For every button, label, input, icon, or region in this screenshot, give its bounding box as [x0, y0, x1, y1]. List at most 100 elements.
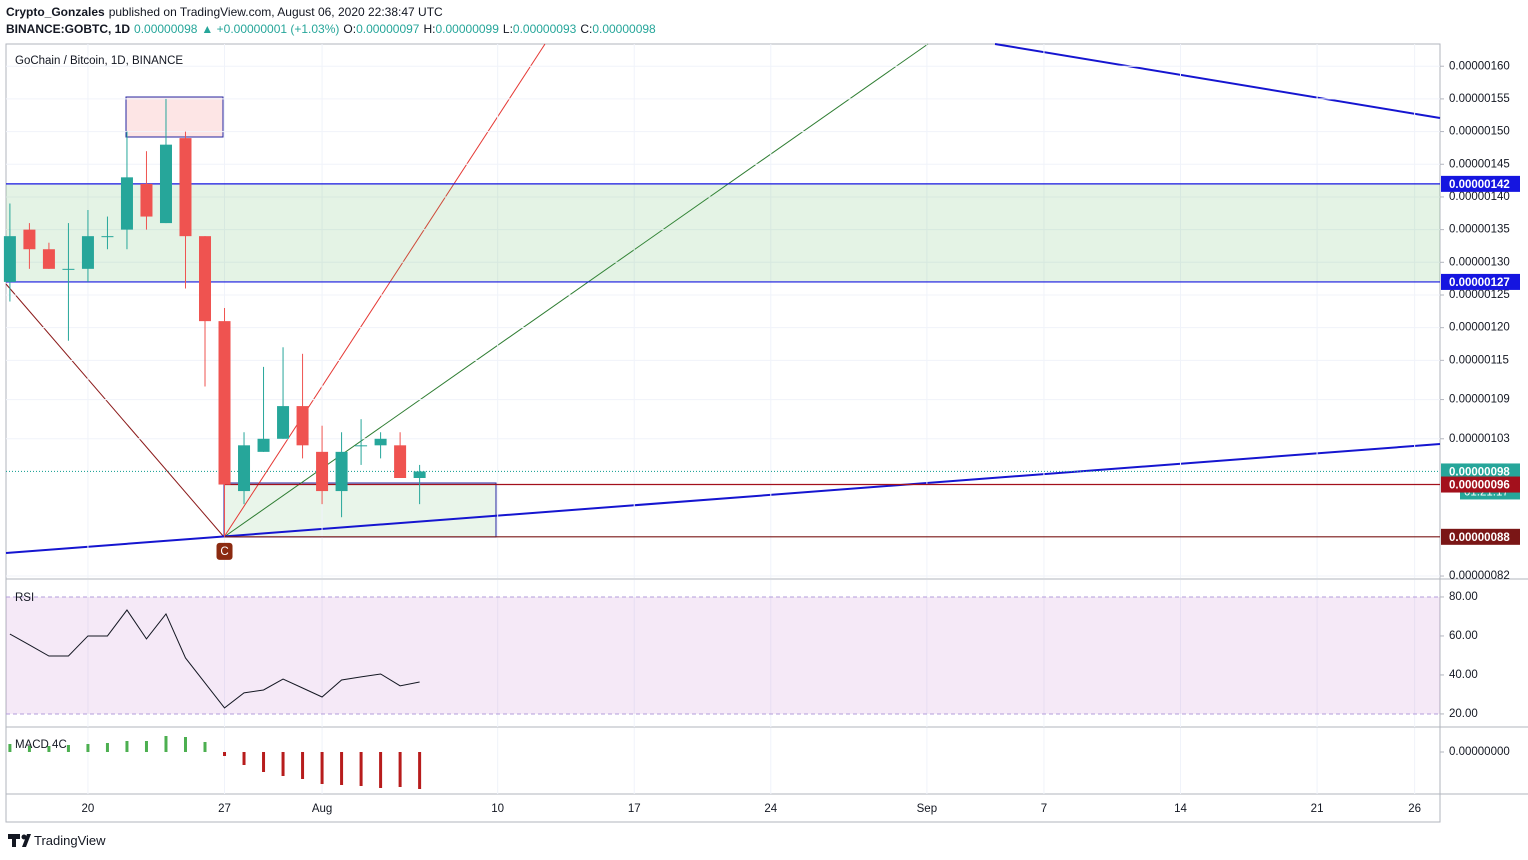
macd-bar	[66, 745, 70, 752]
published: published on TradingView.com, August 06,…	[108, 5, 443, 19]
macd-bar	[301, 752, 305, 779]
x-tick-label: Sep	[917, 803, 937, 815]
price-label: 0.00000098	[1449, 466, 1510, 478]
x-tick-label: 27	[218, 803, 231, 815]
annotation: C	[220, 546, 228, 558]
macd-bar	[418, 752, 422, 789]
change: ▲ +0.00000001 (+1.03%)	[201, 22, 340, 36]
tradingview-logo	[8, 834, 31, 847]
y-tick-label: 0.00000109	[1449, 394, 1510, 406]
last-price: 0.00000098	[134, 22, 198, 36]
ohlc-value: 0.00000098	[592, 22, 656, 36]
macd-bar	[242, 752, 246, 765]
y-tick-label: 0.00000160	[1449, 60, 1510, 72]
macd-bar	[47, 746, 51, 752]
y-tick-label: 0.00000082	[1449, 570, 1510, 582]
annotation-bg	[216, 542, 233, 560]
macd-bar	[183, 737, 187, 752]
trend-line	[5, 283, 225, 538]
header-line-1: Crypto_Gonzales published on TradingView.…	[6, 4, 656, 21]
candle-body	[374, 438, 387, 446]
macd-bar	[340, 752, 344, 785]
x-tick-label: 10	[491, 803, 504, 815]
candle-body	[42, 249, 55, 269]
y-tick-label: 0.00000135	[1449, 224, 1510, 236]
macd-legend: MACD 4C	[15, 739, 67, 751]
macd-bar	[144, 741, 148, 752]
x-tick-label: Aug	[312, 803, 332, 815]
y-tick-label: 0.00000125	[1449, 289, 1510, 301]
y-tick-label: 0.00000155	[1449, 93, 1510, 105]
y-tick-label: 0.00000150	[1449, 126, 1510, 138]
price-label: 0.00000142	[1449, 179, 1510, 191]
price-label: 0.00000096	[1449, 480, 1510, 492]
ohlc-key: L:	[502, 22, 513, 36]
header-line-2: BINANCE:GOBTC, 1D 0.00000098 ▲ +0.00000001…	[6, 21, 656, 38]
rsi-band	[6, 596, 1440, 714]
macd-bar	[398, 752, 402, 787]
y-tick-label: 0.00000115	[1449, 354, 1509, 366]
y-tick-label: 0.00000103	[1449, 433, 1510, 445]
ohlc-value: 0.00000097	[356, 22, 420, 36]
x-tick-label: 17	[628, 803, 641, 815]
price-label: 0.00000127	[1449, 277, 1510, 289]
x-tick-label: 21	[1311, 803, 1324, 815]
candle-body	[218, 321, 231, 485]
y-tick-label: 60.00	[1449, 630, 1478, 642]
x-tick-label: 7	[1041, 803, 1047, 815]
candle-body	[238, 445, 251, 492]
candle-body	[296, 406, 309, 446]
ohlc-key: O:	[343, 22, 357, 36]
rectangle	[125, 96, 224, 138]
macd-bar	[379, 752, 383, 788]
candle-body	[23, 229, 36, 250]
y-tick-label: 0.00000140	[1449, 191, 1510, 203]
footer: TradingView	[34, 833, 106, 848]
macd-bar	[86, 744, 90, 752]
macd-bar	[359, 752, 363, 786]
candle-body	[159, 144, 172, 224]
candle-body	[81, 236, 94, 269]
macd-bar	[8, 744, 12, 752]
macd-bar	[320, 752, 324, 784]
macd-bar	[223, 752, 227, 756]
price-label-bg	[1441, 528, 1520, 545]
y-tick-label: 0.00000120	[1449, 322, 1510, 334]
x-tick-label: 20	[82, 803, 95, 815]
trend-line	[5, 443, 1441, 554]
candle-body	[355, 445, 368, 447]
drawings	[5, 43, 1441, 554]
symbol: BINANCE:GOBTC, 1D	[6, 22, 131, 36]
candle-body	[394, 445, 407, 478]
ohlc-value: 0.00000099	[435, 22, 499, 36]
macd-bar	[164, 736, 168, 752]
candle-body	[277, 406, 290, 439]
macd-bar	[125, 741, 129, 752]
macd-bar	[203, 742, 207, 752]
macd-bar	[27, 746, 31, 752]
trend-line	[223, 43, 929, 538]
rsi-line	[9, 609, 420, 709]
x-tick-label: 26	[1408, 803, 1421, 815]
candle-body	[335, 451, 348, 492]
candle-body	[316, 451, 329, 492]
x-tick-label: 24	[764, 803, 777, 815]
price-label-bg	[1441, 175, 1520, 192]
price-label-bg	[1441, 476, 1520, 493]
y-tick-label: 40.00	[1449, 669, 1478, 681]
candle-body	[413, 471, 426, 478]
y-tick-label: 0.00000000	[1449, 746, 1510, 758]
candle-body	[3, 236, 16, 282]
price-label-bg	[1441, 273, 1520, 290]
candle-body	[179, 138, 192, 237]
macd-bar	[281, 752, 285, 776]
trend-line	[994, 43, 1441, 119]
rsi-legend: RSI	[15, 592, 34, 604]
price-label-bg	[1441, 463, 1520, 480]
main-legend: GoChain / Bitcoin, 1D, BINANCE	[15, 55, 183, 67]
macd-bar	[105, 743, 109, 752]
candle-body	[257, 438, 270, 452]
author: Crypto_Gonzales	[6, 5, 105, 19]
candle-body	[120, 177, 133, 230]
